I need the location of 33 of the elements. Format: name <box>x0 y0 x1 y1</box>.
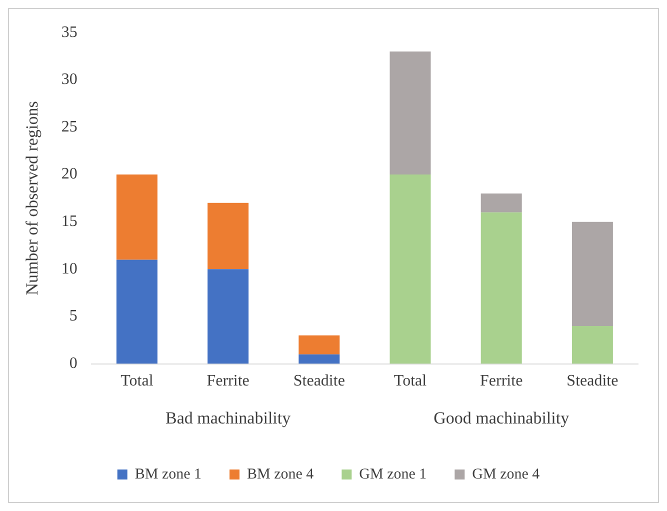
x-tick-label: Total <box>394 372 428 390</box>
y-tick-label: 25 <box>61 118 78 136</box>
bar <box>298 335 340 354</box>
bar <box>480 193 522 212</box>
x-tick-label: Ferrite <box>480 372 523 390</box>
x-tick-label: Steadite <box>293 372 345 390</box>
bar <box>480 212 522 364</box>
y-axis-title: Number of observed regions <box>22 101 42 296</box>
y-tick-label: 35 <box>61 24 78 41</box>
legend-label: BM zone 1 <box>134 466 202 482</box>
x-tick-label: Ferrite <box>206 372 250 390</box>
bar <box>572 326 613 364</box>
x-tick-label: Steadite <box>566 372 618 390</box>
bar <box>208 202 249 270</box>
bar <box>208 269 249 364</box>
legend-label: GM zone 1 <box>359 466 427 482</box>
y-tick-label: 20 <box>61 166 78 183</box>
bar <box>116 260 158 364</box>
bar <box>116 174 158 260</box>
bar <box>572 222 613 326</box>
text: Bad machinability <box>165 408 292 428</box>
legend-label: GM zone 4 <box>472 466 540 482</box>
x-tick-label: Total <box>120 372 154 390</box>
y-tick-label: 0 <box>69 355 78 372</box>
y-tick-label: 5 <box>69 308 78 325</box>
bar <box>298 354 340 364</box>
legend-label: BM zone 4 <box>247 466 314 482</box>
y-tick-label: 10 <box>61 260 78 278</box>
y-tick-label: 30 <box>61 71 78 88</box>
y-tick-label: 15 <box>61 213 78 230</box>
text: Good machinability <box>434 408 570 428</box>
bar <box>390 52 431 175</box>
bar <box>390 174 431 364</box>
